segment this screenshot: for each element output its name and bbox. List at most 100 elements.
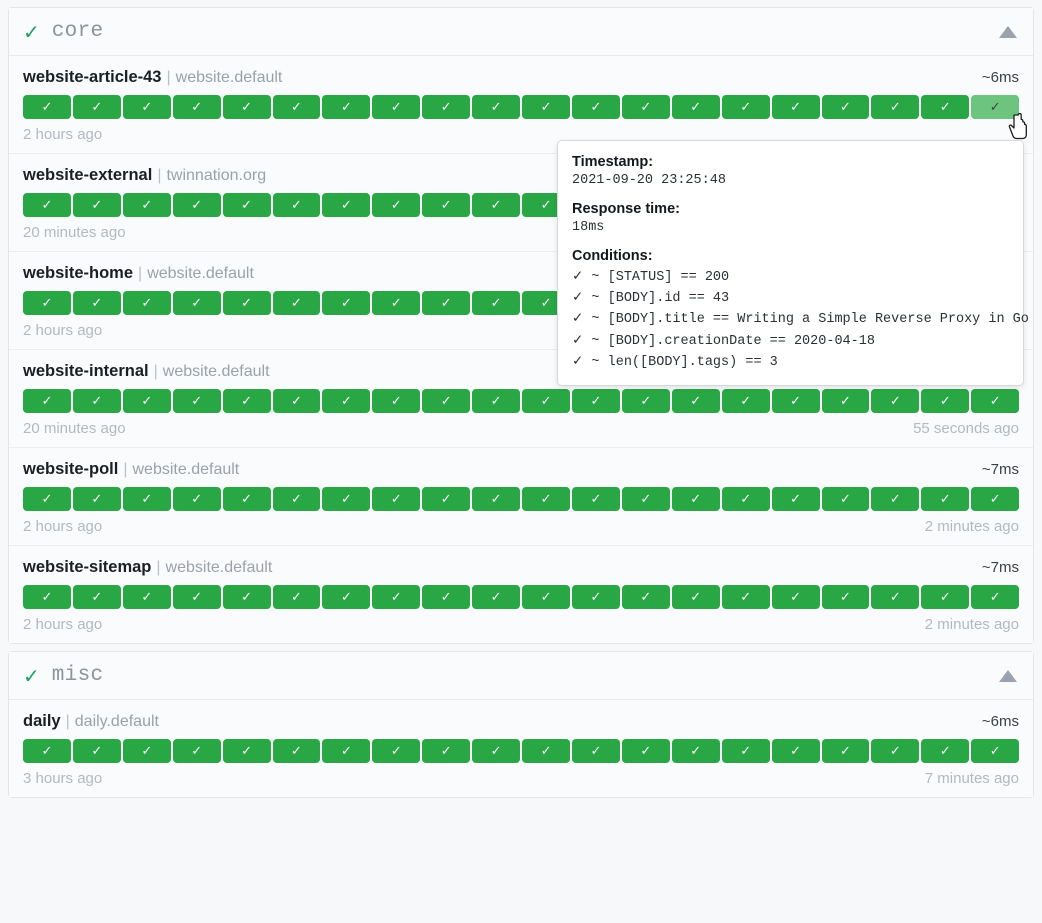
status-box[interactable]: ✓ [971, 389, 1020, 413]
status-box[interactable]: ✓ [921, 739, 970, 763]
status-box[interactable]: ✓ [472, 585, 521, 609]
status-box[interactable]: ✓ [322, 95, 371, 119]
endpoint-name[interactable]: daily [23, 712, 61, 730]
status-box[interactable]: ✓ [122, 389, 171, 413]
status-box[interactable]: ✓ [771, 389, 820, 413]
status-box[interactable]: ✓ [422, 291, 471, 315]
status-box[interactable]: ✓ [372, 193, 421, 217]
status-box[interactable]: ✓ [621, 585, 670, 609]
status-box[interactable]: ✓ [422, 739, 471, 763]
endpoint-name[interactable]: website-article-43 [23, 68, 162, 86]
status-box[interactable]: ✓ [322, 585, 371, 609]
status-box[interactable]: ✓ [671, 95, 720, 119]
group-header-misc[interactable]: ✓ misc [9, 652, 1033, 700]
status-box[interactable]: ✓ [222, 193, 271, 217]
status-box[interactable]: ✓ [921, 95, 970, 119]
status-box[interactable]: ✓ [621, 487, 670, 511]
status-box[interactable]: ✓ [222, 585, 271, 609]
status-box[interactable]: ✓ [422, 95, 471, 119]
status-box[interactable]: ✓ [23, 291, 71, 315]
status-box[interactable]: ✓ [871, 739, 920, 763]
status-box[interactable]: ✓ [122, 487, 171, 511]
status-box[interactable]: ✓ [23, 389, 71, 413]
status-box[interactable]: ✓ [172, 739, 221, 763]
endpoint-name[interactable]: website-sitemap [23, 558, 152, 576]
endpoint-name[interactable]: website-home [23, 264, 134, 282]
status-box[interactable]: ✓ [821, 389, 870, 413]
status-box[interactable]: ✓ [72, 739, 121, 763]
status-box[interactable]: ✓ [272, 487, 321, 511]
status-box[interactable]: ✓ [671, 585, 720, 609]
status-box[interactable]: ✓ [472, 291, 521, 315]
status-box[interactable]: ✓ [621, 95, 670, 119]
status-box[interactable]: ✓ [72, 95, 121, 119]
status-box[interactable]: ✓ [372, 95, 421, 119]
status-box[interactable]: ✓ [172, 291, 221, 315]
status-box[interactable]: ✓ [871, 585, 920, 609]
status-box[interactable]: ✓ [172, 95, 221, 119]
status-box[interactable]: ✓ [72, 193, 121, 217]
status-box[interactable]: ✓ [472, 487, 521, 511]
status-box[interactable]: ✓ [721, 585, 770, 609]
status-box[interactable]: ✓ [422, 389, 471, 413]
status-box[interactable]: ✓ [222, 487, 271, 511]
status-box[interactable]: ✓ [322, 487, 371, 511]
status-box[interactable]: ✓ [921, 389, 970, 413]
status-box[interactable]: ✓ [871, 487, 920, 511]
status-box[interactable]: ✓ [671, 739, 720, 763]
status-box[interactable]: ✓ [621, 389, 670, 413]
status-box[interactable]: ✓ [771, 739, 820, 763]
status-box[interactable]: ✓ [23, 193, 71, 217]
status-box[interactable]: ✓ [522, 585, 570, 609]
status-box[interactable]: ✓ [721, 95, 770, 119]
status-box[interactable]: ✓ [122, 585, 171, 609]
status-box[interactable]: ✓ [821, 739, 870, 763]
status-box[interactable]: ✓ [472, 389, 521, 413]
status-box[interactable]: ✓ [372, 291, 421, 315]
status-box[interactable]: ✓ [172, 389, 221, 413]
status-box[interactable]: ✓ [472, 95, 521, 119]
status-box[interactable]: ✓ [172, 487, 221, 511]
status-box[interactable]: ✓ [372, 487, 421, 511]
status-box[interactable]: ✓ [522, 95, 570, 119]
status-box[interactable]: ✓ [23, 739, 71, 763]
status-box[interactable]: ✓ [472, 739, 521, 763]
status-box[interactable]: ✓ [23, 95, 71, 119]
status-box[interactable]: ✓ [122, 739, 171, 763]
status-box[interactable]: ✓ [871, 95, 920, 119]
status-box[interactable]: ✓ [222, 389, 271, 413]
status-box[interactable]: ✓ [23, 487, 71, 511]
status-box[interactable]: ✓ [222, 739, 271, 763]
status-box[interactable]: ✓ [771, 95, 820, 119]
status-box[interactable]: ✓ [422, 193, 471, 217]
status-box[interactable]: ✓ [122, 95, 171, 119]
status-box[interactable]: ✓ [522, 487, 570, 511]
status-box[interactable]: ✓ [422, 585, 471, 609]
status-box[interactable]: ✓ [571, 739, 620, 763]
status-box[interactable]: ✓ [571, 95, 620, 119]
status-box[interactable]: ✓ [172, 585, 221, 609]
status-box[interactable]: ✓ [821, 95, 870, 119]
status-box[interactable]: ✓ [571, 585, 620, 609]
status-box[interactable]: ✓ [372, 585, 421, 609]
status-box[interactable]: ✓ [222, 95, 271, 119]
status-box[interactable]: ✓ [72, 585, 121, 609]
status-box[interactable]: ✓ [522, 389, 570, 413]
group-header-core[interactable]: ✓ core [9, 8, 1033, 56]
status-box[interactable]: ✓ [721, 487, 770, 511]
status-box[interactable]: ✓ [122, 291, 171, 315]
status-box[interactable]: ✓ [272, 389, 321, 413]
endpoint-name[interactable]: website-internal [23, 362, 149, 380]
status-box[interactable]: ✓ [971, 739, 1020, 763]
status-box[interactable]: ✓ [671, 487, 720, 511]
status-box[interactable]: ✓ [921, 487, 970, 511]
status-box[interactable]: ✓ [372, 739, 421, 763]
status-box[interactable]: ✓ [971, 585, 1020, 609]
status-box[interactable]: ✓ [422, 487, 471, 511]
status-box[interactable]: ✓ [721, 739, 770, 763]
status-box[interactable]: ✓ [272, 585, 321, 609]
status-box[interactable]: ✓ [172, 193, 221, 217]
triangle-up-icon[interactable] [999, 669, 1017, 682]
status-box[interactable]: ✓ [322, 739, 371, 763]
status-box[interactable]: ✓ [522, 739, 570, 763]
